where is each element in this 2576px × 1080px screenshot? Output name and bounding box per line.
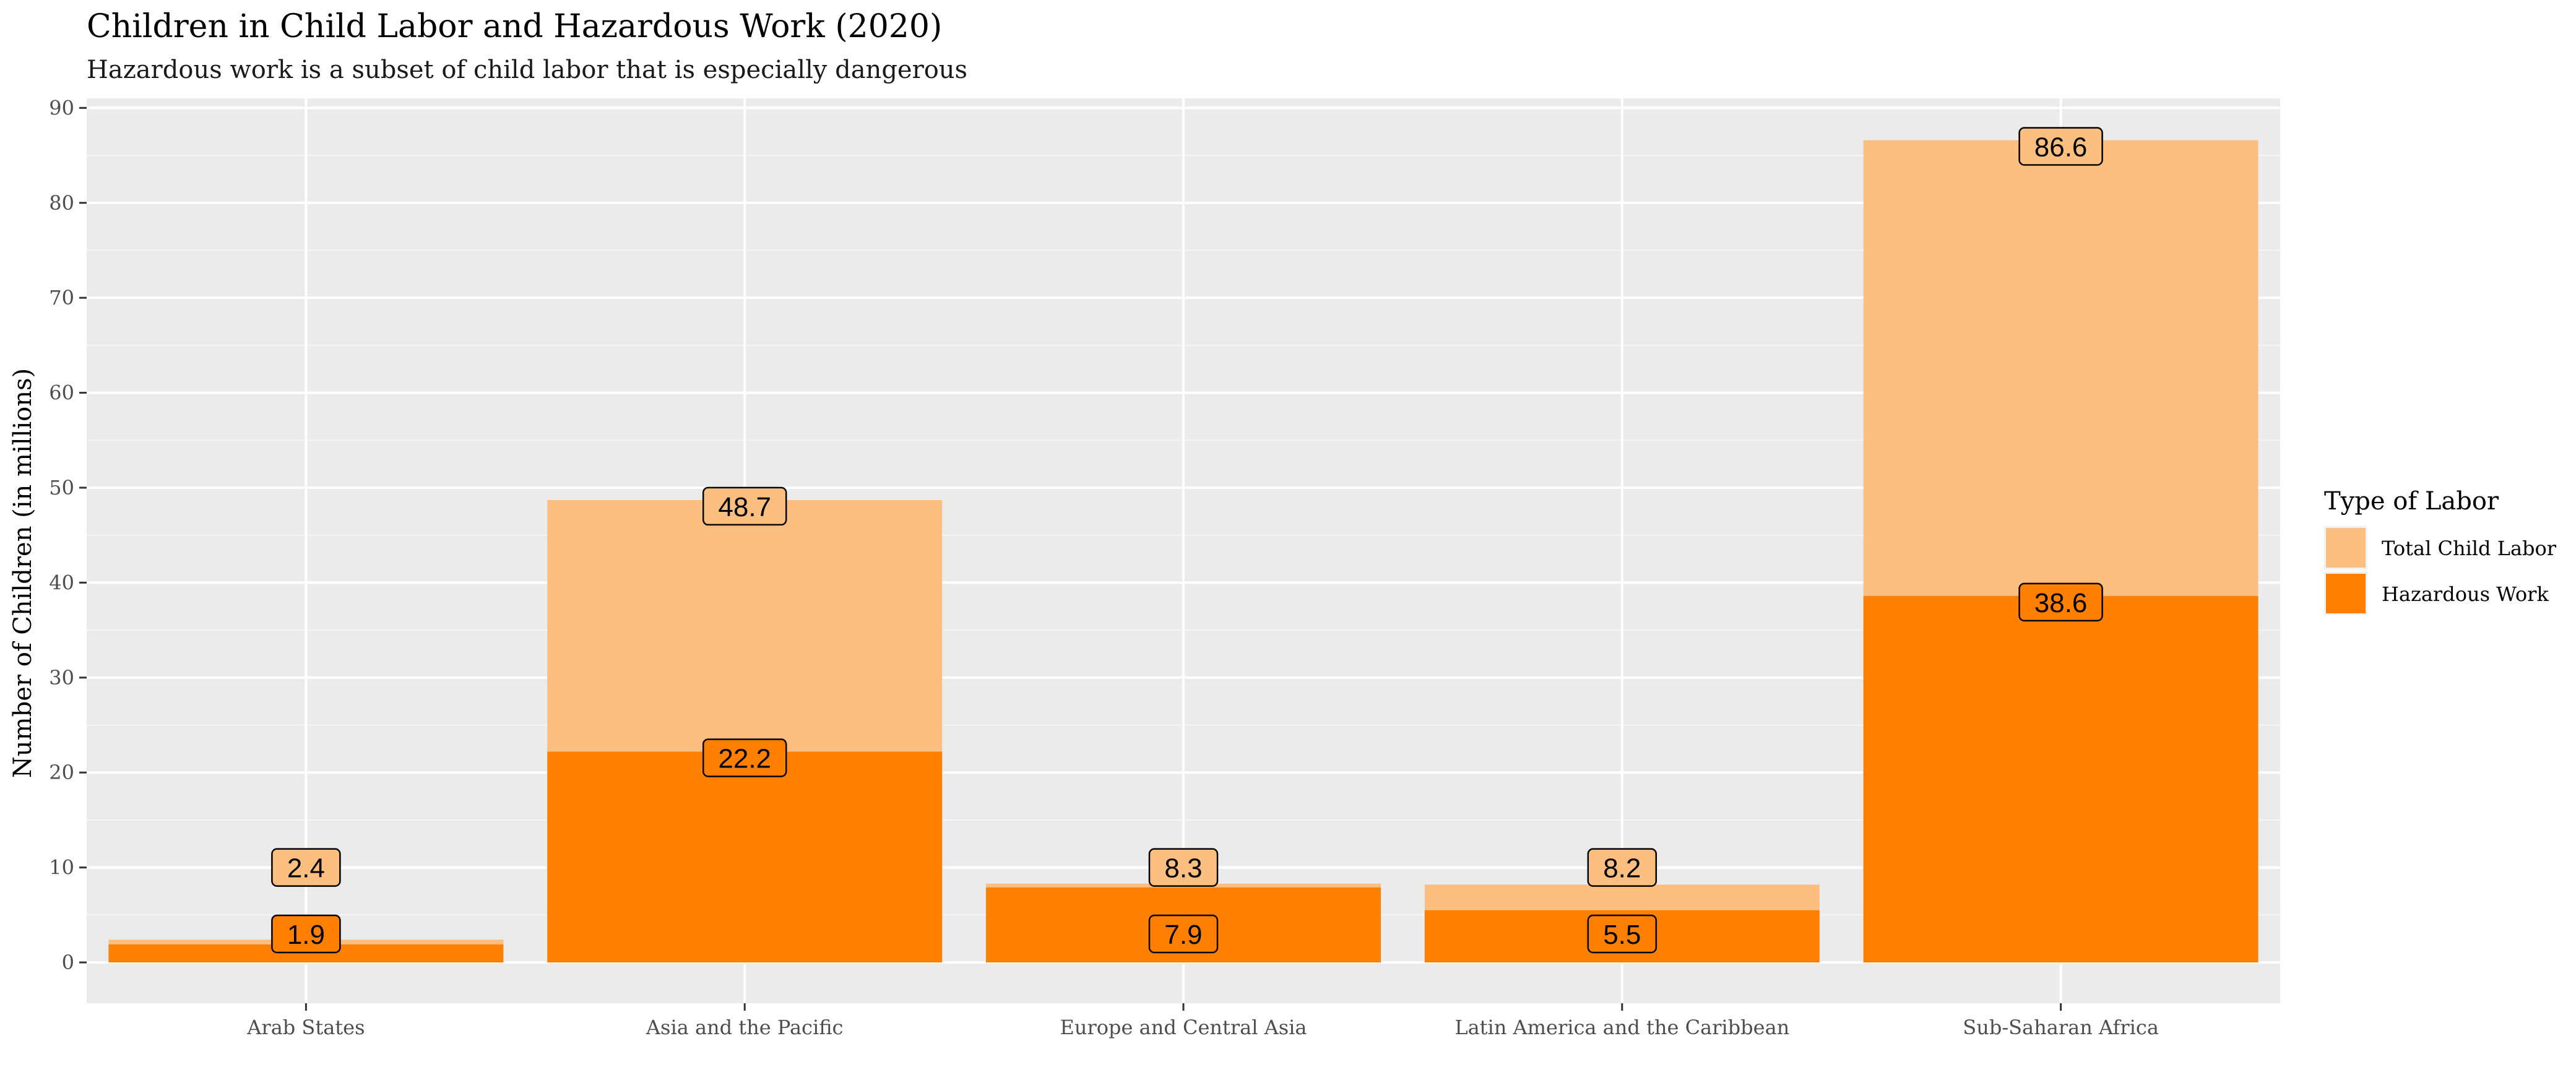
- data-label-box: [2018, 582, 2103, 622]
- data-label-box: [271, 914, 341, 954]
- data-label-text: 48.7: [718, 492, 771, 522]
- legend-item: Hazardous Work: [2324, 572, 2549, 615]
- data-label-box: [1148, 848, 1219, 887]
- x-tick-label: Arab States: [246, 1016, 365, 1039]
- x-tick-label: Asia and the Pacific: [646, 1016, 844, 1039]
- data-label-total: 8.3: [1148, 848, 1219, 887]
- chart-subtitle: Hazardous work is a subset of child labo…: [87, 56, 967, 84]
- y-axis-ticks: 0 10 20 30 40 50 60 70 80 90: [49, 96, 87, 974]
- legend-swatch: [2326, 528, 2366, 568]
- y-tick-label: 80: [49, 191, 74, 215]
- data-label-total: 48.7: [702, 486, 787, 526]
- data-label-total: 8.2: [1587, 848, 1658, 887]
- x-tick-label: Europe and Central Asia: [1060, 1016, 1307, 1039]
- data-label-box: [702, 738, 787, 777]
- y-tick-label: 70: [49, 286, 74, 309]
- y-tick-label: 50: [49, 476, 74, 499]
- y-tick-label: 40: [49, 571, 74, 594]
- legend-item: Total Child Labor: [2324, 526, 2557, 569]
- legend: Type of Labor Total Child Labor Hazardous…: [2324, 487, 2557, 615]
- legend-label: Hazardous Work: [2382, 582, 2549, 606]
- y-tick-label: 10: [49, 856, 74, 879]
- data-label-text: 38.6: [2034, 588, 2088, 618]
- data-label-hazardous: 22.2: [702, 738, 787, 777]
- bar-hazardous-work: [547, 751, 943, 963]
- bar-hazardous-work: [1863, 595, 2258, 963]
- x-axis-ticks: Arab States Asia and the Pacific Europe an…: [246, 1003, 2159, 1039]
- labels-layer: 2.4 48.7 8.3 8.2 86.6 1.9 22.2 7.9 5.5 38.6: [271, 127, 2103, 954]
- data-label-hazardous: 1.9: [271, 914, 341, 954]
- data-label-total: 86.6: [2018, 127, 2103, 166]
- x-tick-label: Sub-Saharan Africa: [1963, 1016, 2159, 1039]
- data-label-hazardous: 7.9: [1148, 914, 1219, 954]
- y-tick-label: 20: [49, 761, 74, 784]
- data-label-box: [271, 848, 341, 887]
- y-tick-label: 30: [49, 666, 74, 689]
- y-tick-label: 0: [62, 951, 74, 974]
- legend-title: Type of Labor: [2324, 487, 2499, 516]
- x-tick-label: Latin America and the Caribbean: [1454, 1016, 1789, 1039]
- data-label-box: [702, 486, 787, 526]
- data-label-text: 1.9: [287, 920, 325, 950]
- data-label-text: 5.5: [1603, 920, 1641, 950]
- data-label-text: 86.6: [2034, 132, 2088, 163]
- data-label-box: [1587, 914, 1658, 954]
- data-label-text: 8.2: [1603, 853, 1641, 884]
- chart-title: Children in Child Labor and Hazardous Wo…: [87, 8, 942, 45]
- data-label-hazardous: 5.5: [1587, 914, 1658, 954]
- data-label-text: 8.3: [1164, 853, 1202, 884]
- legend-swatch: [2326, 574, 2366, 613]
- data-label-box: [1587, 848, 1658, 887]
- data-label-text: 22.2: [718, 743, 771, 774]
- y-tick-label: 60: [49, 381, 74, 405]
- legend-label: Total Child Labor: [2382, 537, 2557, 560]
- data-label-box: [1148, 914, 1219, 954]
- data-label-total: 2.4: [271, 848, 341, 887]
- data-label-text: 2.4: [287, 853, 325, 884]
- y-axis-label: Number of Children (in millions): [9, 368, 37, 778]
- data-label-hazardous: 38.6: [2018, 582, 2103, 622]
- y-tick-label: 90: [49, 96, 74, 119]
- data-label-text: 7.9: [1164, 920, 1202, 950]
- data-label-box: [2018, 127, 2103, 166]
- legend-items: Total Child Labor Hazardous Work: [2324, 526, 2557, 615]
